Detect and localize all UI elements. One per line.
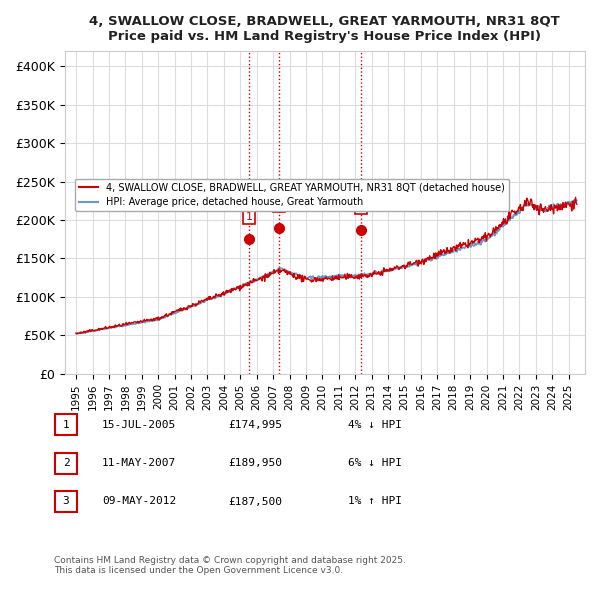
Text: 15-JUL-2005: 15-JUL-2005 [102, 420, 176, 430]
Text: £174,995: £174,995 [228, 420, 282, 430]
Text: 1: 1 [245, 212, 253, 222]
Text: £187,500: £187,500 [228, 497, 282, 506]
Text: Contains HM Land Registry data © Crown copyright and database right 2025.
This d: Contains HM Land Registry data © Crown c… [54, 556, 406, 575]
Text: 2: 2 [62, 458, 70, 468]
Text: 3: 3 [358, 202, 365, 212]
Text: £189,950: £189,950 [228, 458, 282, 468]
Text: 4% ↓ HPI: 4% ↓ HPI [348, 420, 402, 430]
Text: 2: 2 [275, 200, 283, 210]
Text: 6% ↓ HPI: 6% ↓ HPI [348, 458, 402, 468]
FancyBboxPatch shape [55, 453, 77, 474]
Text: 09-MAY-2012: 09-MAY-2012 [102, 497, 176, 506]
FancyBboxPatch shape [55, 491, 77, 512]
Title: 4, SWALLOW CLOSE, BRADWELL, GREAT YARMOUTH, NR31 8QT
Price paid vs. HM Land Regi: 4, SWALLOW CLOSE, BRADWELL, GREAT YARMOU… [89, 15, 560, 43]
FancyBboxPatch shape [55, 414, 77, 435]
Text: 11-MAY-2007: 11-MAY-2007 [102, 458, 176, 468]
Text: 1: 1 [62, 420, 70, 430]
Text: 1% ↑ HPI: 1% ↑ HPI [348, 497, 402, 506]
Text: 3: 3 [62, 497, 70, 506]
Legend: 4, SWALLOW CLOSE, BRADWELL, GREAT YARMOUTH, NR31 8QT (detached house), HPI: Aver: 4, SWALLOW CLOSE, BRADWELL, GREAT YARMOU… [74, 179, 509, 211]
